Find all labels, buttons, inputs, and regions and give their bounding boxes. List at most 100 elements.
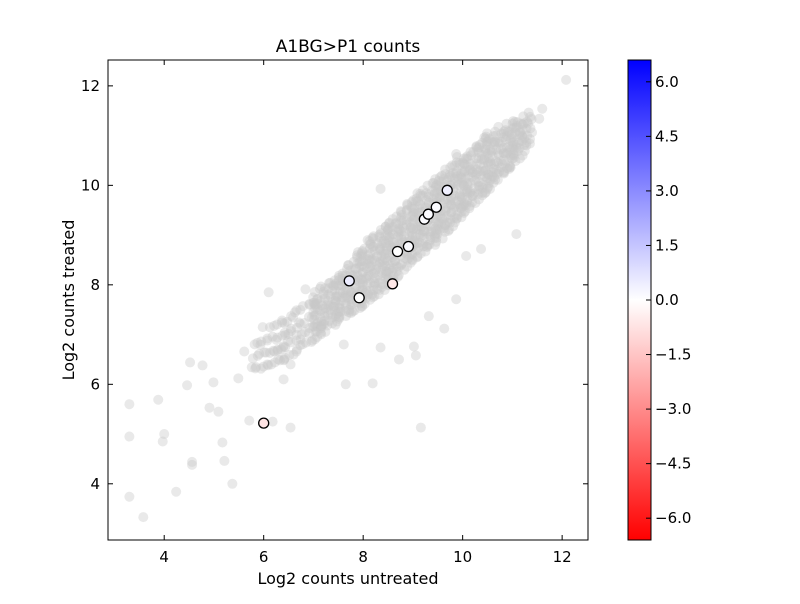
background-point	[451, 149, 462, 160]
background-point	[432, 219, 443, 230]
background-point	[316, 323, 327, 334]
background-point	[249, 339, 260, 350]
highlighted-point	[343, 275, 355, 287]
background-point	[506, 133, 517, 144]
background-point	[344, 304, 355, 315]
background-point	[377, 255, 388, 266]
background-point	[377, 281, 388, 292]
background-point	[387, 214, 398, 225]
background-point	[377, 279, 388, 290]
background-point	[456, 172, 467, 183]
background-point	[408, 217, 419, 228]
background-point	[353, 247, 364, 258]
background-point	[469, 175, 480, 186]
background-point	[347, 306, 358, 317]
background-point	[308, 292, 319, 303]
background-point	[521, 123, 532, 134]
background-point	[483, 153, 494, 164]
background-point	[357, 247, 368, 258]
background-point	[272, 345, 283, 356]
background-point	[351, 263, 362, 274]
background-point	[315, 305, 326, 316]
background-point	[455, 202, 466, 213]
background-point	[409, 203, 420, 214]
background-point	[489, 139, 500, 150]
background-point	[412, 237, 423, 248]
highlighted-point	[402, 240, 415, 253]
background-point	[346, 308, 357, 319]
background-point	[433, 175, 444, 186]
background-point	[324, 278, 335, 289]
background-point	[295, 340, 306, 351]
background-point	[124, 399, 135, 410]
background-point	[345, 299, 356, 310]
background-point	[515, 127, 526, 138]
background-point	[396, 212, 407, 223]
background-point	[219, 455, 230, 466]
background-point	[312, 298, 323, 309]
background-point	[262, 335, 273, 346]
background-point	[480, 146, 491, 157]
background-point	[507, 153, 518, 164]
background-point	[521, 140, 532, 151]
background-point	[364, 270, 375, 281]
background-point	[379, 284, 390, 295]
background-point	[484, 134, 495, 145]
background-point	[431, 236, 442, 247]
background-point	[329, 305, 340, 316]
background-point	[448, 221, 459, 232]
background-point	[328, 301, 339, 312]
background-point	[277, 342, 288, 353]
background-point	[343, 259, 354, 270]
background-point	[471, 158, 482, 169]
background-point	[436, 170, 447, 181]
background-point	[412, 208, 423, 219]
background-point	[365, 262, 376, 273]
background-point	[485, 158, 496, 169]
background-point	[407, 203, 418, 214]
background-point	[437, 233, 448, 244]
background-point	[494, 138, 505, 149]
background-point	[279, 352, 290, 363]
background-point	[384, 260, 395, 271]
background-point	[406, 201, 417, 212]
background-point	[280, 330, 291, 341]
background-point	[482, 172, 493, 183]
background-point	[510, 156, 521, 167]
background-point	[303, 311, 314, 322]
background-point	[455, 190, 466, 201]
background-point	[504, 141, 515, 152]
background-point	[239, 346, 250, 357]
background-point	[363, 289, 374, 300]
background-point	[456, 177, 467, 188]
background-point	[373, 270, 384, 281]
background-point	[319, 319, 330, 330]
background-point	[290, 307, 301, 318]
background-point	[431, 179, 442, 190]
background-point	[518, 118, 529, 129]
background-point	[352, 276, 363, 287]
background-point	[308, 306, 319, 317]
background-point	[381, 266, 392, 277]
background-point	[454, 159, 465, 170]
background-point	[338, 339, 349, 350]
background-point	[380, 260, 391, 271]
background-point	[375, 183, 386, 194]
background-point	[399, 253, 410, 264]
background-point	[524, 138, 535, 149]
colorbar-tick-label: 1.5	[655, 236, 679, 254]
background-point	[372, 238, 383, 249]
background-point	[507, 118, 518, 129]
background-point	[310, 326, 321, 337]
background-point	[517, 131, 528, 142]
background-point	[452, 171, 463, 182]
background-point	[473, 194, 484, 205]
highlighted-point	[430, 201, 442, 213]
background-point	[446, 193, 457, 204]
background-point	[495, 162, 506, 173]
background-point	[402, 261, 413, 272]
background-point	[487, 145, 498, 156]
background-point	[412, 251, 423, 262]
background-point	[393, 354, 404, 365]
background-point	[388, 270, 399, 281]
